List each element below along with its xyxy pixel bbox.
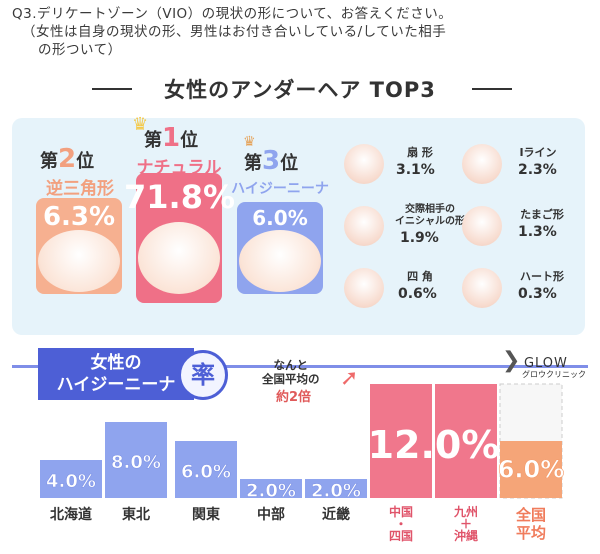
x-axis-label-line: 東北 (122, 507, 150, 523)
other-shape-value: 0.3% (518, 286, 557, 302)
rank-3-value: 6.0% (252, 206, 308, 230)
brand-mark-icon: ❯ (502, 348, 521, 373)
other-shape-value: 0.6% (398, 286, 437, 302)
question-line-2: （女性は自身の現状の形、男性はお付き合いしている/していた相手 (22, 24, 447, 40)
crown-icon: ♛ (132, 114, 149, 135)
rank-1-illustration (138, 222, 220, 294)
title-rule-left (92, 88, 132, 90)
belly-illustration (462, 268, 502, 308)
rank-2-illustration (38, 230, 120, 292)
note-line-1: なんと (273, 358, 309, 372)
belly-illustration (462, 144, 502, 184)
brand-logo: ❯ GLOW グロウクリニック (502, 348, 586, 380)
x-axis-label: 北海道 (34, 506, 108, 524)
x-axis-label-line: 全国 (515, 506, 546, 524)
bar (305, 479, 367, 498)
belly-illustration (344, 144, 384, 184)
bar-value-label: 12.0% (368, 423, 500, 467)
belly-illustration (344, 268, 384, 308)
rank-2-title: 第2位 (40, 144, 95, 174)
other-shape-label: 扇 形 (407, 146, 433, 159)
banner-line-1: 女性の (90, 353, 142, 373)
chart-banner-text: 女性の ハイジーニーナ (40, 352, 192, 396)
rank-2-name: 逆三角形 (46, 179, 114, 199)
question-line-3: の形ついて） (38, 42, 122, 58)
bar-value-label: 6.0% (498, 456, 565, 484)
arrow-up-icon: ➚ (340, 366, 359, 391)
x-axis-label-line: 四国 (388, 529, 413, 543)
rank-3-title: 第3位 (244, 146, 299, 176)
belly-illustration (462, 206, 502, 246)
x-axis-label-line: 中部 (257, 507, 285, 523)
callout-highlight: 約2倍 (276, 390, 312, 405)
x-axis-label: 九州＋沖縄 (429, 506, 503, 542)
top3-panel: 第2位 逆三角形 6.3% ♛ 第1位 ナチュラル 71.8% ♛ 第3位 ハイ… (12, 114, 585, 335)
question-line-1: Q3.デリケートゾーン（VIO）の現状の形について、お答えください。 (12, 6, 453, 22)
bar (370, 384, 432, 498)
bar (240, 479, 302, 498)
x-axis-label: 近畿 (299, 506, 373, 524)
other-shape-value: 3.1% (396, 162, 435, 178)
bar-value-label: 2.0% (246, 481, 296, 502)
bar (435, 384, 497, 498)
x-axis-label-line: 近畿 (322, 507, 350, 523)
x-axis-label-line: 北海道 (50, 507, 92, 523)
bar (40, 460, 102, 498)
bar-value-label: 6.0% (181, 462, 231, 483)
x-axis-label: 中国・四国 (364, 506, 438, 542)
rank-2-value: 6.3% (42, 202, 116, 232)
other-shape-value: 1.9% (400, 230, 439, 246)
banner-line-2: ハイジーニーナ (56, 375, 176, 395)
other-shape-value: 1.3% (518, 224, 557, 240)
belly-illustration (344, 206, 384, 246)
banner-badge: 率 (178, 350, 228, 400)
x-axis-label: 中部 (234, 506, 308, 524)
other-shape-label: Iライン (519, 146, 557, 159)
other-shape-label: たまご形 (520, 208, 564, 221)
other-shape-label: 交際相手の イニシャルの形 (395, 204, 465, 227)
x-axis-label: 関東 (169, 506, 243, 524)
section-divider (12, 365, 588, 368)
brand-name: GLOW (523, 356, 568, 371)
callout-note: なんと 全国平均の (262, 358, 320, 386)
bar-value-label: 4.0% (46, 471, 96, 492)
other-shape-label: ハート形 (520, 270, 564, 283)
x-axis-label-line: 中国 (388, 505, 413, 519)
x-axis-label: 東北 (99, 506, 173, 524)
x-axis-label-line: 平均 (515, 524, 546, 542)
other-shape-value: 2.3% (518, 162, 557, 178)
rank-1-name: ナチュラル (136, 158, 222, 178)
x-axis-label-line: ・ (394, 517, 407, 531)
bar-value-label: 8.0% (111, 452, 161, 473)
title-rule-right (472, 88, 512, 90)
chart-banner (38, 348, 194, 400)
note-line-2: 全国平均の (262, 372, 320, 386)
bar (500, 441, 562, 498)
brand-subtitle: グロウクリニック (522, 370, 586, 379)
x-axis-label-line: ＋ (459, 517, 472, 531)
bar (175, 441, 237, 498)
x-axis-label-line: 沖縄 (453, 529, 478, 543)
bar-value-label: 2.0% (311, 481, 361, 502)
rank-3-illustration (239, 230, 321, 292)
rank-3-name: ハイジーニーナ (231, 181, 329, 197)
rank-1-value: 71.8% (124, 178, 236, 216)
x-axis-label: 全国 平均 (494, 506, 568, 542)
section-title: 女性のアンダーヘア TOP3 (164, 78, 436, 102)
x-axis-label-line: 関東 (192, 507, 220, 523)
other-shape-label: 四 角 (407, 270, 433, 283)
crown-icon: ♛ (243, 134, 256, 150)
x-axis-label-line: 九州 (453, 505, 478, 519)
bar (105, 422, 167, 498)
rank-1-title: 第1位 (144, 123, 199, 153)
